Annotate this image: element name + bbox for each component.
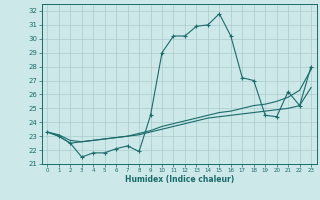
- X-axis label: Humidex (Indice chaleur): Humidex (Indice chaleur): [124, 175, 234, 184]
